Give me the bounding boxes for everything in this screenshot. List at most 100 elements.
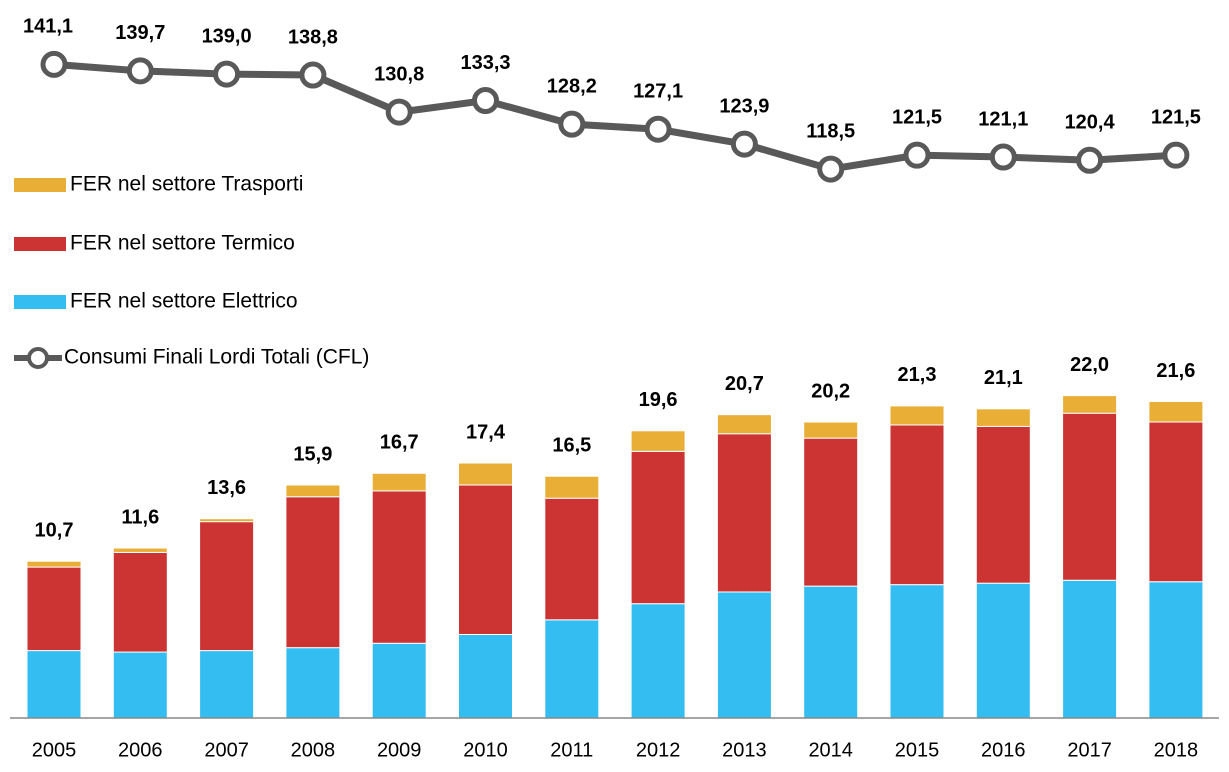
line-label: 123,9: [719, 95, 769, 117]
bar: [544, 497, 600, 621]
x-tick-label: 2009: [377, 739, 422, 761]
bar: [112, 547, 168, 553]
line-label: 133,3: [460, 52, 510, 74]
bar: [26, 650, 82, 719]
line-marker: [472, 87, 499, 115]
x-tick-label: 2010: [463, 739, 508, 761]
bar: [112, 651, 168, 719]
line-marker: [644, 115, 672, 143]
x-tick-label: 2015: [895, 739, 940, 761]
total-label: 21,6: [1156, 360, 1195, 382]
bar: [975, 582, 1031, 719]
total-label: 13,6: [207, 477, 246, 499]
x-tick-label: 2006: [118, 739, 163, 761]
bar: [630, 450, 686, 605]
line-label: 141,1: [23, 16, 73, 38]
x-tick-label: 2013: [722, 739, 767, 761]
line-label: 138,8: [288, 26, 338, 48]
legend-swatch: [14, 237, 66, 251]
bar: [458, 484, 513, 635]
bar: [630, 430, 686, 452]
line-label: 121,5: [1151, 106, 1201, 128]
total-label: 11,6: [121, 506, 159, 528]
total-label: 16,7: [380, 432, 419, 454]
x-tick-label: 2018: [1154, 739, 1199, 761]
bar: [285, 496, 341, 649]
bar: [975, 425, 1031, 584]
bar: [458, 462, 513, 486]
legend-swatch: [14, 295, 66, 309]
total-label: 20,7: [725, 373, 764, 395]
bar: [458, 633, 513, 719]
line-label: 121,1: [978, 108, 1028, 130]
total-label: 10,7: [35, 519, 74, 541]
bar: [199, 518, 255, 523]
line-label: 127,1: [633, 81, 683, 103]
line-marker: [730, 130, 758, 158]
bar: [199, 521, 255, 652]
x-tick-label: 2008: [291, 739, 336, 761]
total-label: 21,1: [984, 367, 1023, 389]
line-marker: [1162, 141, 1190, 169]
bar: [1062, 412, 1118, 581]
total-label: 19,6: [639, 389, 678, 411]
line-label: 139,0: [202, 25, 252, 47]
line-label: 120,4: [1065, 112, 1116, 134]
bar: [716, 591, 772, 719]
bar: [716, 433, 772, 593]
line-marker: [903, 141, 931, 169]
bar: [889, 584, 945, 719]
line-label: 139,7: [115, 22, 165, 44]
line-marker: [126, 57, 154, 85]
line: [53, 60, 1177, 173]
line-marker: [385, 98, 413, 126]
bar: [26, 566, 82, 652]
bar: [285, 647, 341, 719]
line-marker: [40, 50, 68, 78]
line-marker: [299, 61, 327, 89]
bar: [630, 603, 686, 719]
line-marker: [558, 110, 586, 138]
line-label: 121,5: [892, 106, 942, 128]
bar: [803, 437, 859, 587]
bar: [112, 551, 168, 653]
line-label: 118,5: [806, 120, 855, 142]
line-marker: [989, 143, 1017, 171]
total-label: 15,9: [293, 443, 332, 465]
bar: [1148, 581, 1204, 719]
bar: [1148, 421, 1204, 583]
legend-label: FER nel settore Elettrico: [70, 290, 298, 313]
line-label: 128,2: [547, 75, 597, 97]
total-label: 17,4: [466, 421, 506, 443]
bar: [285, 484, 341, 498]
legend-marker: [27, 347, 49, 369]
x-tick-label: 2016: [981, 739, 1026, 761]
legend-label: FER nel settore Trasporti: [70, 173, 303, 196]
x-tick-label: 2011: [550, 739, 593, 761]
line-label: 130,8: [374, 63, 424, 85]
total-label: 22,0: [1070, 354, 1109, 376]
bar: [803, 421, 859, 439]
x-tick-label: 2012: [636, 739, 681, 761]
bar: [716, 414, 772, 435]
bar: [199, 650, 255, 719]
x-tick-label: 2014: [808, 739, 853, 761]
bar: [544, 619, 600, 719]
bar: [371, 472, 427, 492]
bar: [371, 490, 427, 644]
bar: [889, 424, 945, 586]
legend-label: Consumi Finali Lordi Totali (CFL): [64, 346, 369, 369]
line-marker: [817, 155, 845, 183]
bar: [371, 642, 427, 719]
bar: [544, 475, 600, 499]
legend-label: FER nel settore Termico: [70, 232, 295, 255]
bar: [1148, 400, 1204, 423]
total-label: 20,2: [811, 380, 850, 402]
x-tick-label: 2017: [1067, 739, 1112, 761]
bar: [1062, 395, 1118, 414]
legend-swatch: [14, 178, 66, 192]
bar: [1062, 579, 1118, 719]
bar: [26, 560, 82, 568]
bar: [975, 408, 1031, 427]
